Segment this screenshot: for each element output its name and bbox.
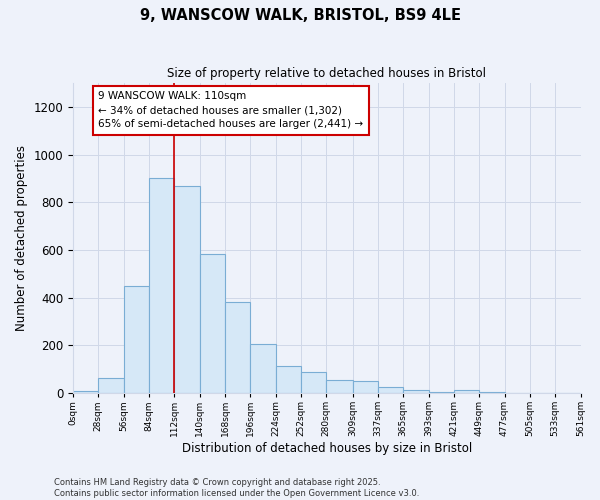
- Bar: [353, 381, 378, 393]
- Bar: [479, 392, 505, 393]
- Y-axis label: Number of detached properties: Number of detached properties: [15, 145, 28, 331]
- Bar: [403, 390, 428, 393]
- Bar: [98, 378, 124, 393]
- Text: 9 WANSCOW WALK: 110sqm
← 34% of detached houses are smaller (1,302)
65% of semi-: 9 WANSCOW WALK: 110sqm ← 34% of detached…: [98, 92, 364, 130]
- Bar: [73, 391, 98, 393]
- Bar: [149, 178, 175, 393]
- Bar: [200, 254, 225, 393]
- Bar: [225, 302, 250, 393]
- Bar: [428, 392, 454, 393]
- X-axis label: Distribution of detached houses by size in Bristol: Distribution of detached houses by size …: [182, 442, 472, 455]
- Bar: [326, 380, 353, 393]
- Text: 9, WANSCOW WALK, BRISTOL, BS9 4LE: 9, WANSCOW WALK, BRISTOL, BS9 4LE: [139, 8, 461, 22]
- Bar: [175, 186, 200, 393]
- Bar: [275, 366, 301, 393]
- Bar: [301, 372, 326, 393]
- Text: Contains HM Land Registry data © Crown copyright and database right 2025.
Contai: Contains HM Land Registry data © Crown c…: [54, 478, 419, 498]
- Bar: [378, 386, 403, 393]
- Bar: [124, 286, 149, 393]
- Title: Size of property relative to detached houses in Bristol: Size of property relative to detached ho…: [167, 68, 486, 80]
- Bar: [454, 390, 479, 393]
- Bar: [250, 344, 275, 393]
